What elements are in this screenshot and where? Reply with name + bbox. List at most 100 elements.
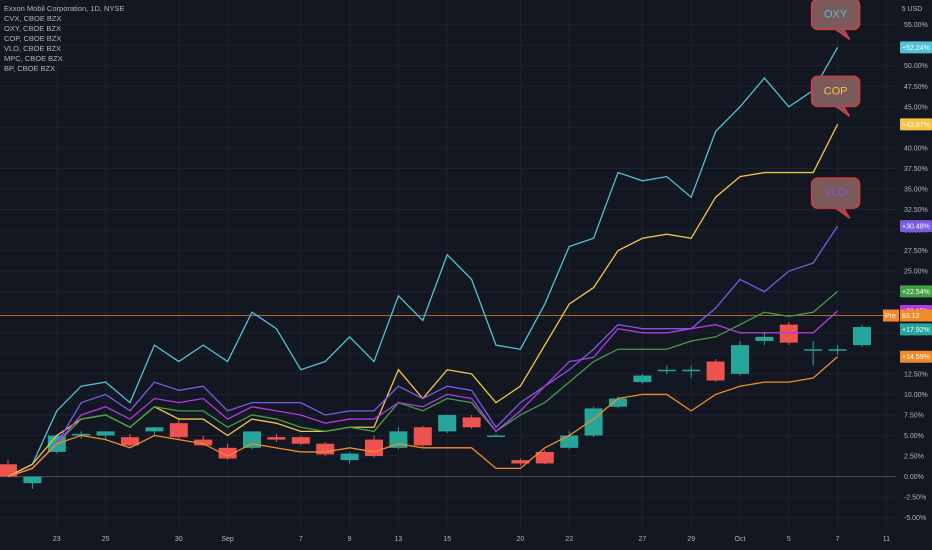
candle-body [438, 414, 457, 432]
time-axis-tick: 27 [639, 536, 647, 543]
time-axis-tick: 29 [687, 536, 695, 543]
badge-cvx: +22.54% [900, 285, 932, 298]
line-bp [7, 356, 839, 478]
badge-oxy: +52.24% [900, 41, 932, 54]
candle-body [291, 437, 310, 444]
pre-value-bg [900, 309, 932, 322]
bubble-label: VLO [825, 187, 847, 199]
badge-bp: +14.59% [900, 350, 932, 363]
price-axis-tick: 47.50% [904, 84, 928, 91]
legend: Exxon Mobil Corporation, 1D, NYSE CVX, C… [4, 4, 124, 74]
candle-body [96, 431, 115, 436]
candle-body [462, 417, 481, 428]
price-axis-tick: 32.50% [904, 207, 928, 214]
price-axis[interactable]: 5 USD -5.00% -2.50% 0.00% 2.50% 5.00% 7.50% 10.… [883, 6, 932, 522]
candle-body [779, 324, 798, 343]
price-axis-tick: 45.00% [904, 104, 928, 111]
bubble-shape [810, 0, 861, 40]
candle-body [584, 408, 603, 436]
candle-body [169, 423, 188, 438]
candle-body [121, 437, 139, 446]
legend-item-mpc[interactable]: MPC, CBOE BZX [4, 54, 63, 63]
price-axis-tick: -2.50% [904, 495, 926, 502]
price-axis-tick: 2.50% [904, 454, 924, 461]
badge-bg [900, 285, 932, 298]
symbol-bubbles: OXY COP VLO [810, 0, 861, 219]
price-axis-tick: 50.00% [904, 63, 928, 70]
badge-bg [900, 220, 932, 233]
bubble-vlo: VLO [810, 177, 861, 219]
price-axis-tick: 25.00% [904, 269, 928, 276]
bubble-cop: COP [810, 75, 861, 117]
time-axis-tick: Sep [221, 536, 234, 543]
pre-market-badge: Pre 63.12 [883, 309, 932, 322]
price-axis-tick: 5.00% [904, 433, 924, 440]
price-axis-tick: 35.00% [904, 186, 928, 193]
badge-text: +52.24% [902, 45, 930, 52]
candle-body [267, 437, 286, 440]
candle-body [535, 451, 554, 464]
candlestick-series [0, 322, 871, 489]
badge-main-symbol: +17.92% [900, 323, 932, 336]
price-axis-unit: 5 USD [902, 6, 923, 13]
price-axis-tick: 0.00% [904, 474, 924, 481]
candle-body [755, 336, 774, 342]
legend-item-cvx[interactable]: CVX, CBOE BZX [4, 14, 62, 23]
badge-text: +17.92% [902, 327, 930, 334]
candle-body [657, 369, 676, 372]
time-axis-tick: 25 [102, 536, 110, 543]
bubble-label: OXY [824, 8, 848, 20]
comparison-lines [7, 47, 839, 478]
pre-value-text: 63.12 [902, 313, 920, 320]
candle-body [23, 476, 42, 484]
time-axis-tick: Oct [735, 536, 746, 543]
candle-body [682, 369, 701, 372]
candle-body [389, 431, 408, 448]
candle-body [560, 435, 579, 448]
time-axis-tick: 30 [175, 536, 183, 543]
line-oxy [7, 47, 839, 478]
time-axis-tick: 11 [883, 536, 890, 543]
badge-bg [900, 118, 932, 131]
bubble-oxy: OXY [810, 0, 861, 40]
candle-body [706, 361, 725, 381]
line-vlo [7, 225, 839, 478]
legend-item-oxy[interactable]: OXY, CBOE BZX [4, 24, 61, 33]
candle-body [316, 443, 335, 455]
legend-item-cop[interactable]: COP, CBOE BZX [4, 34, 62, 43]
legend-main-symbol[interactable]: Exxon Mobil Corporation, 1D, NYSE [4, 4, 125, 13]
pre-badge-bg [883, 309, 899, 322]
line-mpc [7, 310, 839, 478]
bubble-shape [810, 75, 861, 117]
candle-body [413, 427, 432, 446]
time-axis-tick: 22 [565, 536, 573, 543]
price-axis-tick: 10.00% [904, 392, 928, 399]
price-axis-tick: 27.50% [904, 248, 928, 255]
badge-text: +22.54% [902, 289, 930, 296]
time-axis[interactable]: 23 25 30 Sep 7 9 13 15 20 22 27 29 Oct 5 7 11 [53, 536, 890, 543]
candle-body [633, 375, 652, 383]
time-axis-tick: 13 [395, 536, 403, 543]
candle-body [731, 345, 749, 374]
time-axis-tick: 15 [443, 536, 451, 543]
time-axis-tick: 23 [53, 536, 61, 543]
price-axis-tick: 55.00% [904, 22, 928, 29]
price-axis-tick: -5.00% [904, 515, 926, 522]
legend-item-vlo[interactable]: VLO, CBOE BZX [4, 44, 62, 53]
line-cvx [7, 290, 839, 478]
candle-body [340, 453, 359, 461]
badge-vlo: +30.48% [900, 220, 932, 233]
time-axis-tick: 7 [299, 536, 303, 543]
badge-bg [900, 350, 932, 363]
candle-body [804, 349, 823, 351]
candle-body [853, 327, 871, 346]
legend-item-bp[interactable]: BP, CBOE BZX [4, 64, 56, 73]
candle-body [194, 439, 213, 446]
badge-text: +30.48% [902, 224, 930, 231]
time-axis-tick: 20 [517, 536, 525, 543]
badge-text: +14.59% [902, 354, 930, 361]
bubble-shape [810, 177, 861, 219]
badge-bg [900, 41, 932, 54]
bubble-label: COP [824, 85, 848, 97]
